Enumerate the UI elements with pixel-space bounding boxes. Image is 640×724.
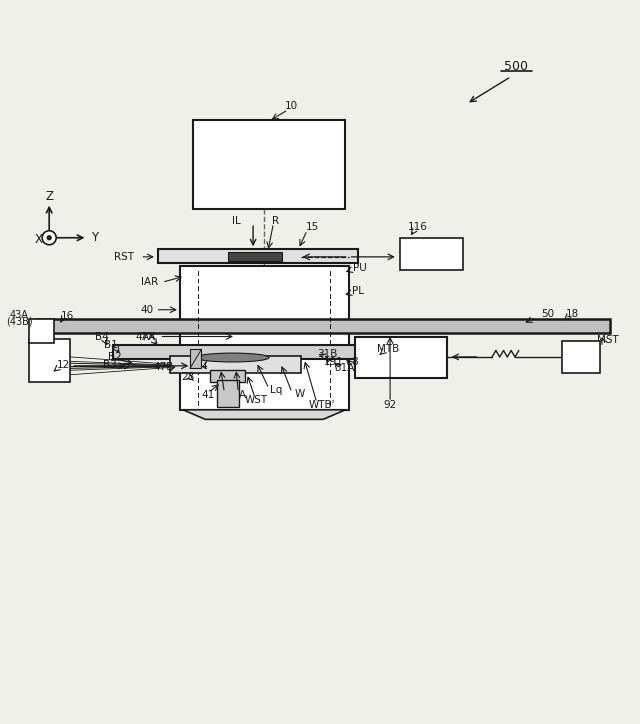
Text: IL: IL (232, 216, 241, 226)
Text: B2: B2 (108, 352, 122, 362)
FancyBboxPatch shape (211, 370, 246, 382)
Text: 15: 15 (306, 222, 319, 232)
FancyBboxPatch shape (36, 319, 610, 333)
FancyBboxPatch shape (217, 380, 239, 407)
Text: PL: PL (352, 286, 364, 295)
Text: MST: MST (597, 335, 619, 345)
Text: 31A: 31A (334, 363, 355, 374)
Text: RST: RST (115, 252, 134, 262)
Text: 12: 12 (56, 360, 70, 370)
Text: B3: B3 (103, 360, 116, 369)
Text: X: X (35, 233, 43, 246)
Text: IA: IA (236, 390, 246, 400)
Text: 116: 116 (408, 222, 428, 232)
Text: IAR: IAR (141, 277, 158, 287)
Text: WST: WST (244, 395, 268, 405)
Text: 28: 28 (181, 371, 194, 382)
Circle shape (47, 236, 51, 240)
Text: 31B: 31B (317, 349, 337, 358)
FancyBboxPatch shape (170, 356, 301, 373)
Text: B4: B4 (95, 332, 109, 342)
Circle shape (42, 231, 56, 245)
Ellipse shape (196, 353, 269, 362)
Text: 92: 92 (383, 400, 397, 411)
Text: 8: 8 (351, 357, 358, 367)
Text: R: R (272, 216, 279, 226)
Text: 47B: 47B (154, 362, 174, 372)
FancyBboxPatch shape (562, 341, 600, 373)
FancyBboxPatch shape (355, 337, 447, 378)
FancyBboxPatch shape (399, 237, 463, 269)
Text: 40: 40 (140, 305, 153, 315)
Text: (43B): (43B) (6, 316, 33, 327)
FancyBboxPatch shape (190, 349, 202, 369)
Polygon shape (183, 410, 346, 419)
FancyBboxPatch shape (228, 252, 282, 261)
Text: 43A: 43A (10, 311, 29, 321)
Text: 91: 91 (220, 390, 234, 400)
FancyBboxPatch shape (29, 339, 70, 382)
Text: AX: AX (142, 332, 156, 342)
Text: B1: B1 (104, 340, 118, 350)
Text: Z: Z (45, 190, 53, 203)
Text: 47A: 47A (135, 332, 156, 342)
Text: W: W (294, 390, 305, 400)
Text: 32: 32 (195, 359, 209, 369)
Text: Lq: Lq (271, 385, 283, 395)
Text: MTB: MTB (377, 344, 399, 354)
Text: 191: 191 (324, 357, 344, 367)
FancyBboxPatch shape (29, 319, 54, 343)
Text: 10: 10 (285, 101, 298, 111)
Text: 41: 41 (202, 390, 215, 400)
Text: Y: Y (92, 231, 99, 244)
FancyBboxPatch shape (180, 266, 349, 410)
Text: 18: 18 (566, 309, 579, 319)
FancyBboxPatch shape (113, 345, 409, 359)
Text: PU: PU (353, 263, 366, 273)
Text: WTB': WTB' (308, 400, 335, 411)
Text: 50: 50 (541, 309, 554, 319)
Text: 500: 500 (504, 61, 528, 73)
FancyBboxPatch shape (193, 120, 346, 209)
FancyBboxPatch shape (157, 249, 358, 264)
Text: 16: 16 (61, 311, 74, 321)
